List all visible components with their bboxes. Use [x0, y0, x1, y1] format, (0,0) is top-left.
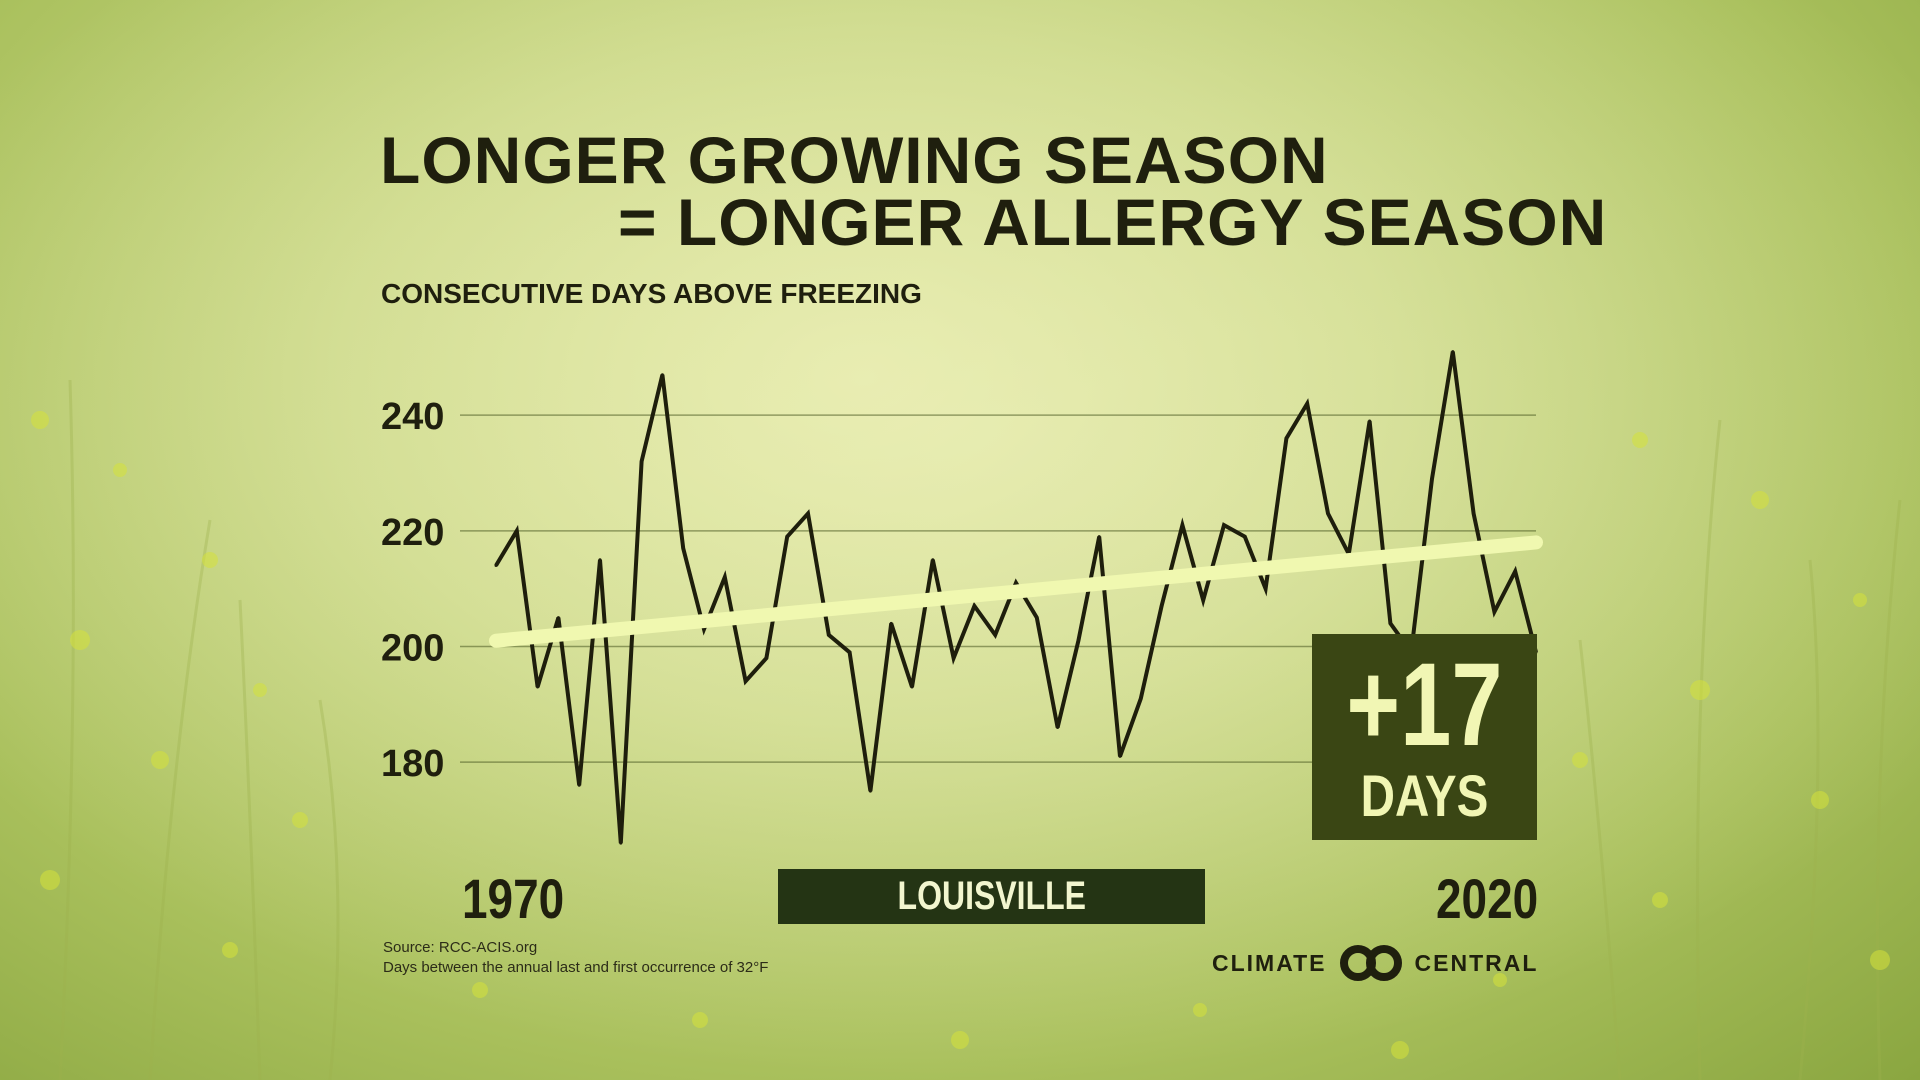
- y-tick-label-180: 180: [381, 743, 444, 785]
- data-point: [1160, 604, 1164, 608]
- data-point: [556, 616, 560, 620]
- data-point: [827, 633, 831, 637]
- logo-word-left: CLIMATE: [1212, 949, 1327, 976]
- data-point: [1430, 477, 1434, 481]
- data-point: [848, 650, 852, 654]
- data-point: [764, 656, 768, 660]
- data-point: [1305, 402, 1309, 406]
- data-point: [702, 627, 706, 631]
- data-point: [1222, 523, 1226, 527]
- data-point: [1097, 535, 1101, 539]
- data-point: [681, 546, 685, 550]
- data-point: [806, 511, 810, 515]
- data-point: [640, 459, 644, 463]
- source-line: Source: RCC-ACIS.org: [383, 939, 538, 956]
- logo-word-right: CENTRAL: [1414, 949, 1539, 976]
- data-point: [536, 685, 540, 689]
- trend-line: [489, 535, 1543, 648]
- x-end-label: 2020: [1436, 867, 1539, 930]
- location-bar: LOUISVILLE: [778, 869, 1205, 924]
- data-point: [1180, 523, 1184, 527]
- x-start-label: 1970: [462, 867, 565, 930]
- climate-central-logo: CLIMATE CENTRAL: [1212, 944, 1538, 982]
- callout-value: +17: [1346, 639, 1503, 771]
- data-point: [515, 529, 519, 533]
- data-point: [1118, 754, 1122, 758]
- data-point: [494, 564, 498, 568]
- data-point: [931, 558, 935, 562]
- title-line-1: LONGER GROWING SEASON: [380, 123, 1329, 197]
- data-point: [1368, 419, 1372, 423]
- data-point: [577, 783, 581, 787]
- data-point: [744, 679, 748, 683]
- data-point: [1076, 639, 1080, 643]
- y-tick-label-220: 220: [381, 512, 444, 554]
- data-point: [1492, 610, 1496, 614]
- location-label: LOUISVILLE: [897, 874, 1086, 918]
- callout-unit: DAYS: [1360, 764, 1489, 829]
- data-point: [1243, 535, 1247, 539]
- title-line-2: = LONGER ALLERGY SEASON: [618, 185, 1608, 259]
- data-point: [1326, 511, 1330, 515]
- data-point: [952, 656, 956, 660]
- y-tick-label-200: 200: [381, 628, 444, 670]
- data-point: [868, 789, 872, 793]
- data-point: [1264, 587, 1268, 591]
- data-point: [993, 633, 997, 637]
- data-point: [972, 604, 976, 608]
- source-note: Source: RCC-ACIS.org Days between the an…: [383, 938, 768, 978]
- change-callout: +17 DAYS: [1312, 634, 1537, 840]
- data-point: [910, 685, 914, 689]
- y-tick-label-240: 240: [381, 396, 444, 438]
- data-point: [723, 575, 727, 579]
- chart-title: CONSECUTIVE DAYS ABOVE FREEZING: [381, 278, 922, 309]
- data-point: [1451, 350, 1455, 354]
- data-point: [660, 373, 664, 377]
- data-point: [889, 621, 893, 625]
- data-point: [1388, 621, 1392, 625]
- data-point: [1513, 569, 1517, 573]
- data-point: [1056, 725, 1060, 729]
- data-point: [1201, 598, 1205, 602]
- definition-line: Days between the annual last and first o…: [383, 959, 769, 976]
- data-point: [619, 841, 623, 845]
- data-point: [785, 535, 789, 539]
- data-point: [1139, 697, 1143, 701]
- data-point: [1035, 616, 1039, 620]
- data-point: [1014, 581, 1018, 585]
- data-point: [1284, 436, 1288, 440]
- data-point: [598, 558, 602, 562]
- data-point: [1472, 511, 1476, 515]
- climate-central-rings-icon: [1339, 945, 1402, 981]
